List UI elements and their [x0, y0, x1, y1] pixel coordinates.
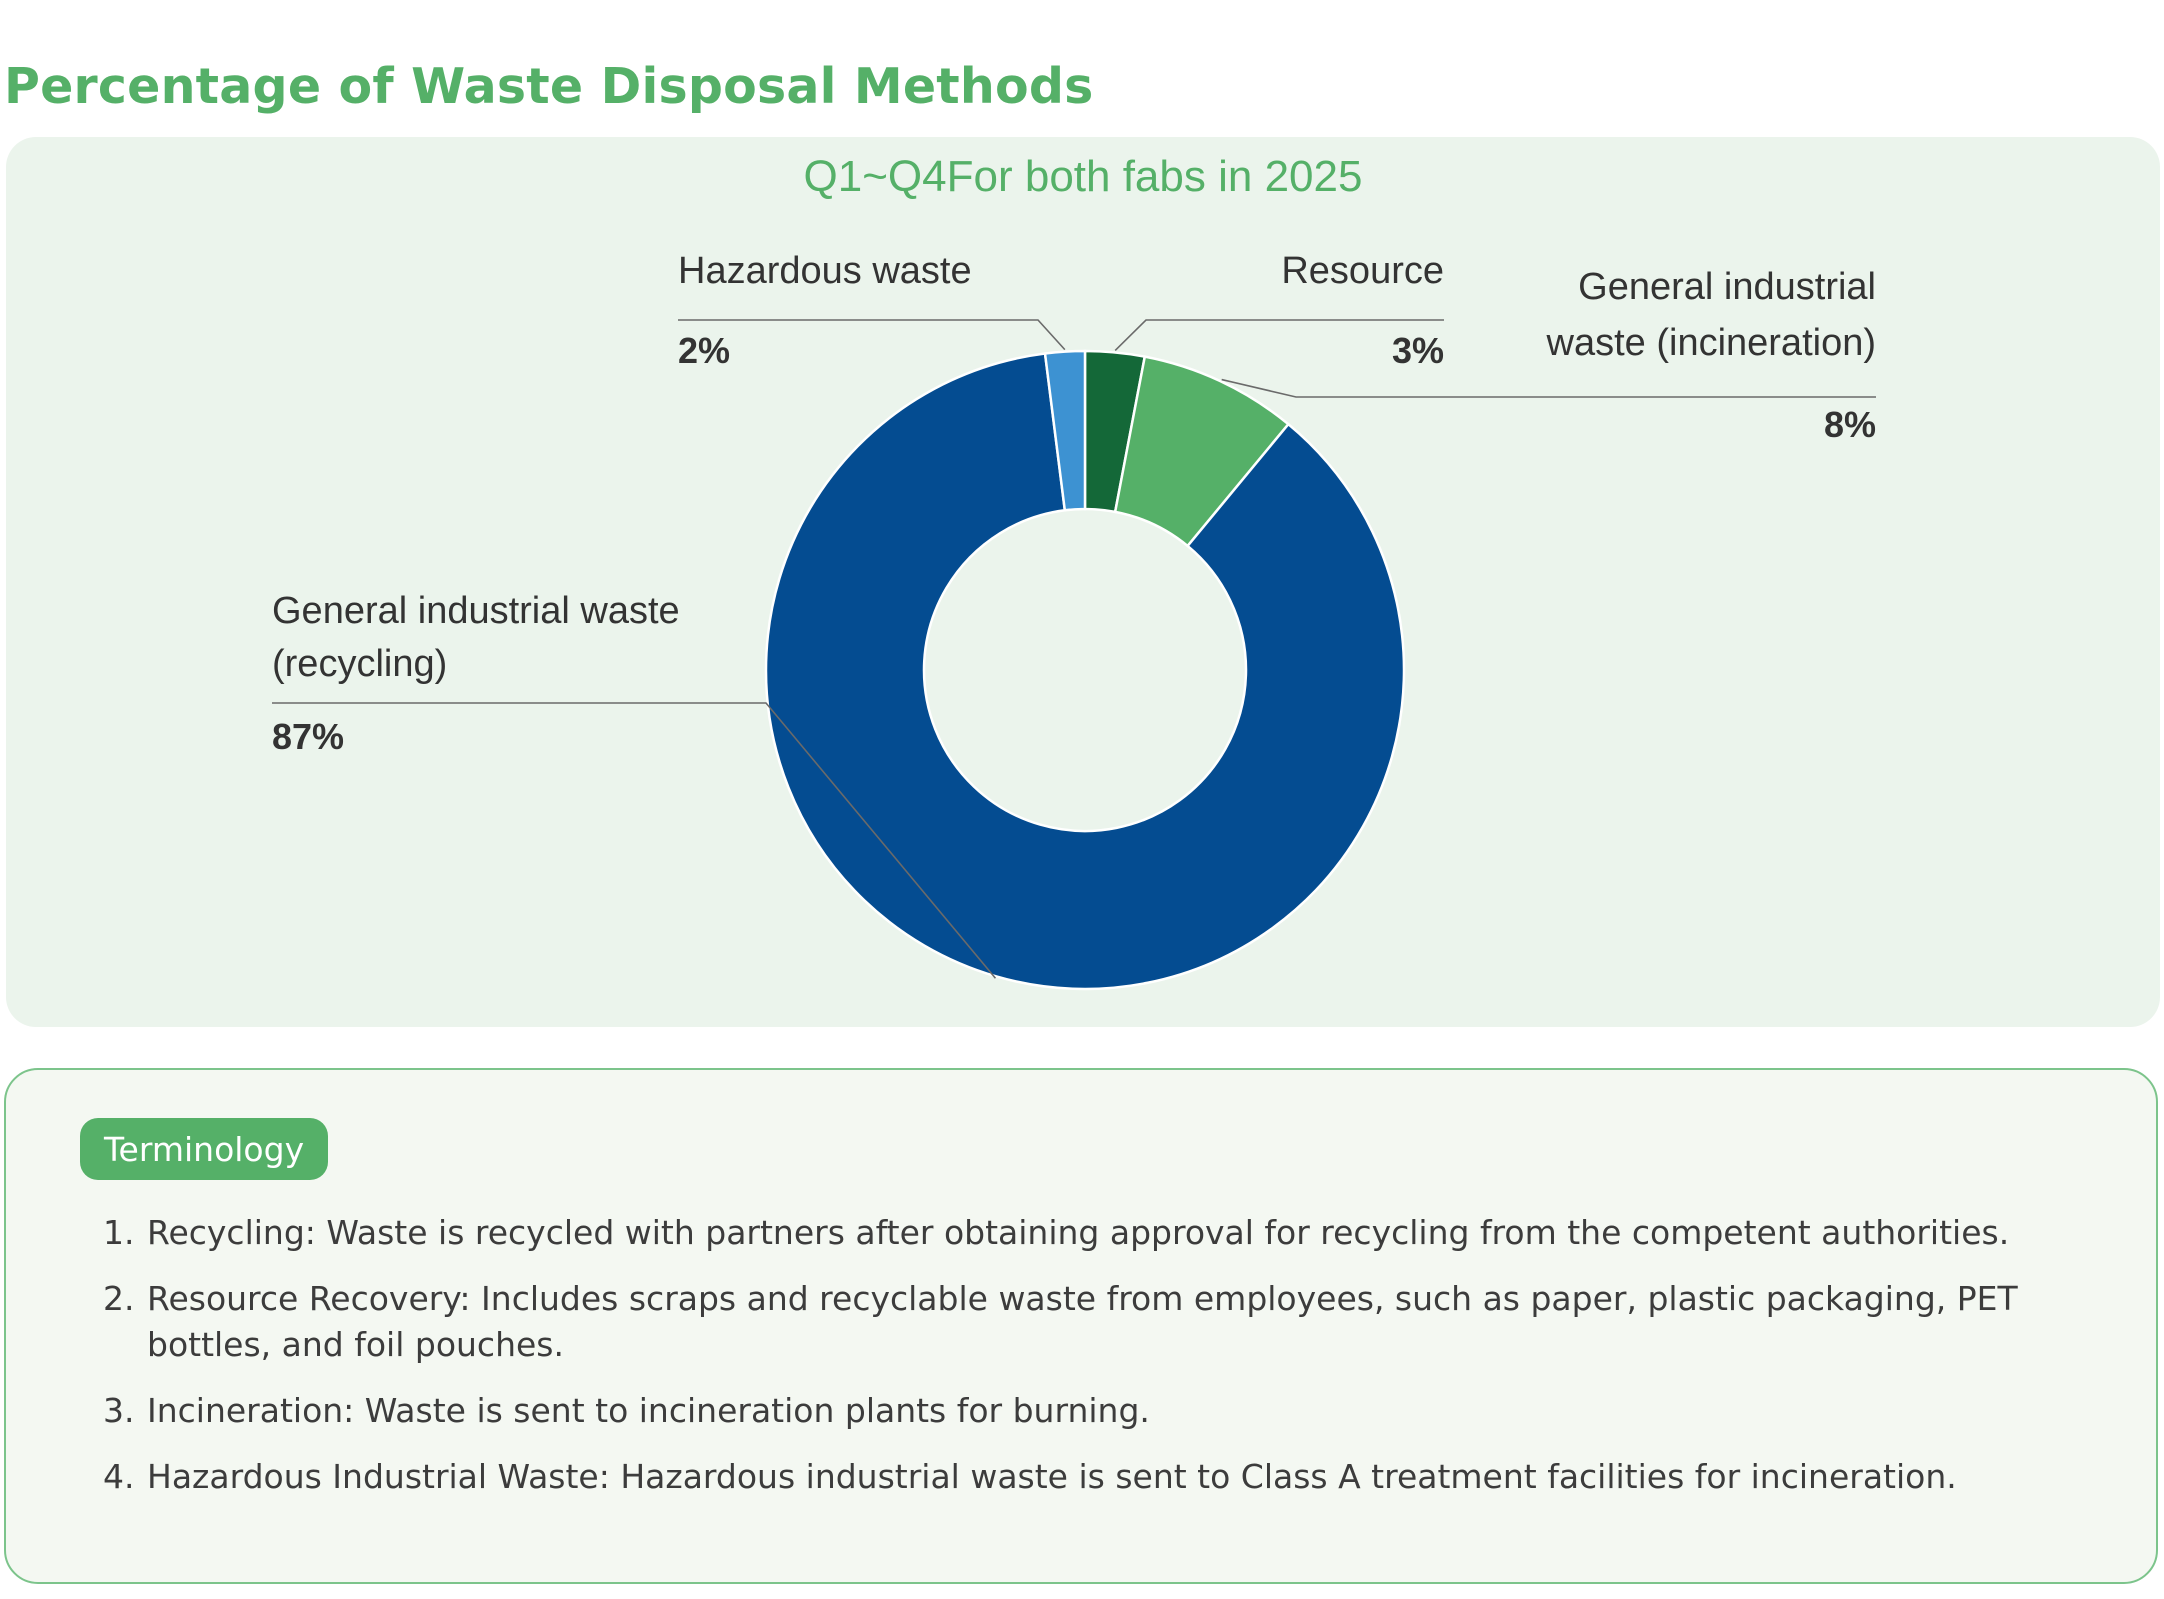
slice-value-hazardous: 2% — [678, 330, 730, 371]
slice-label-incineration: waste (incineration) — [1546, 322, 1876, 364]
leader-line-hazardous — [678, 319, 1066, 351]
terminology-item: 3. Incineration: Waste is sent to incine… — [103, 1388, 2093, 1434]
chart-subtitle: Q1~Q4For both fabs in 2025 — [804, 152, 1363, 201]
chart-panel: Q1~Q4For both fabs in 2025 Resource 3% Gen… — [6, 137, 2160, 1027]
terminology-item-text: Recycling: Waste is recycled with partne… — [147, 1213, 2010, 1252]
slice-label-incineration: General industrial — [1578, 266, 1876, 308]
terminology-item: 1. Recycling: Waste is recycled with par… — [103, 1210, 2093, 1256]
terminology-item-text: Incineration: Waste is sent to incinerat… — [147, 1391, 1150, 1430]
leader-line-incineration — [1221, 378, 1876, 398]
terminology-item-number: 3. — [103, 1391, 135, 1430]
slice-value-resource: 3% — [1392, 330, 1444, 371]
slice-recycling — [764, 352, 1406, 991]
terminology-badge: Terminology — [80, 1118, 329, 1180]
slice-label-hazardous: Hazardous waste — [678, 250, 972, 292]
slice-hazardous — [1043, 349, 1087, 512]
terminology-item: 2. Resource Recovery: Includes scraps an… — [103, 1276, 2093, 1368]
terminology-item-number: 2. — [103, 1279, 135, 1318]
slice-value-incineration: 8% — [1824, 404, 1876, 445]
terminology-panel: Terminology 1. Recycling: Waste is recyc… — [4, 1068, 2158, 1584]
terminology-item-number: 4. — [103, 1457, 135, 1496]
leader-line-recycling — [272, 702, 997, 979]
slice-label-recycling: (recycling) — [272, 643, 447, 685]
slice-label-recycling: General industrial waste — [272, 590, 680, 632]
terminology-item-number: 1. — [103, 1213, 135, 1252]
leader-lines — [272, 319, 1876, 979]
donut-chart: Q1~Q4For both fabs in 2025 Resource 3% Gen… — [272, 152, 1876, 991]
page-title: Percentage of Waste Disposal Methods — [4, 58, 1094, 115]
terminology-item: 4. Hazardous Industrial Waste: Hazardous… — [103, 1454, 2093, 1500]
terminology-item-text: Resource Recovery: Includes scraps and r… — [147, 1279, 2018, 1364]
terminology-list: 1. Recycling: Waste is recycled with par… — [103, 1210, 2093, 1520]
donut-slices — [764, 349, 1406, 991]
slice-labels: Resource 3% General industrial waste (incin… — [272, 250, 1876, 757]
leader-line-resource — [1114, 319, 1444, 351]
slice-value-recycling: 87% — [272, 716, 344, 757]
slice-label-resource: Resource — [1281, 250, 1444, 292]
terminology-item-text: Hazardous Industrial Waste: Hazardous in… — [147, 1457, 1957, 1496]
